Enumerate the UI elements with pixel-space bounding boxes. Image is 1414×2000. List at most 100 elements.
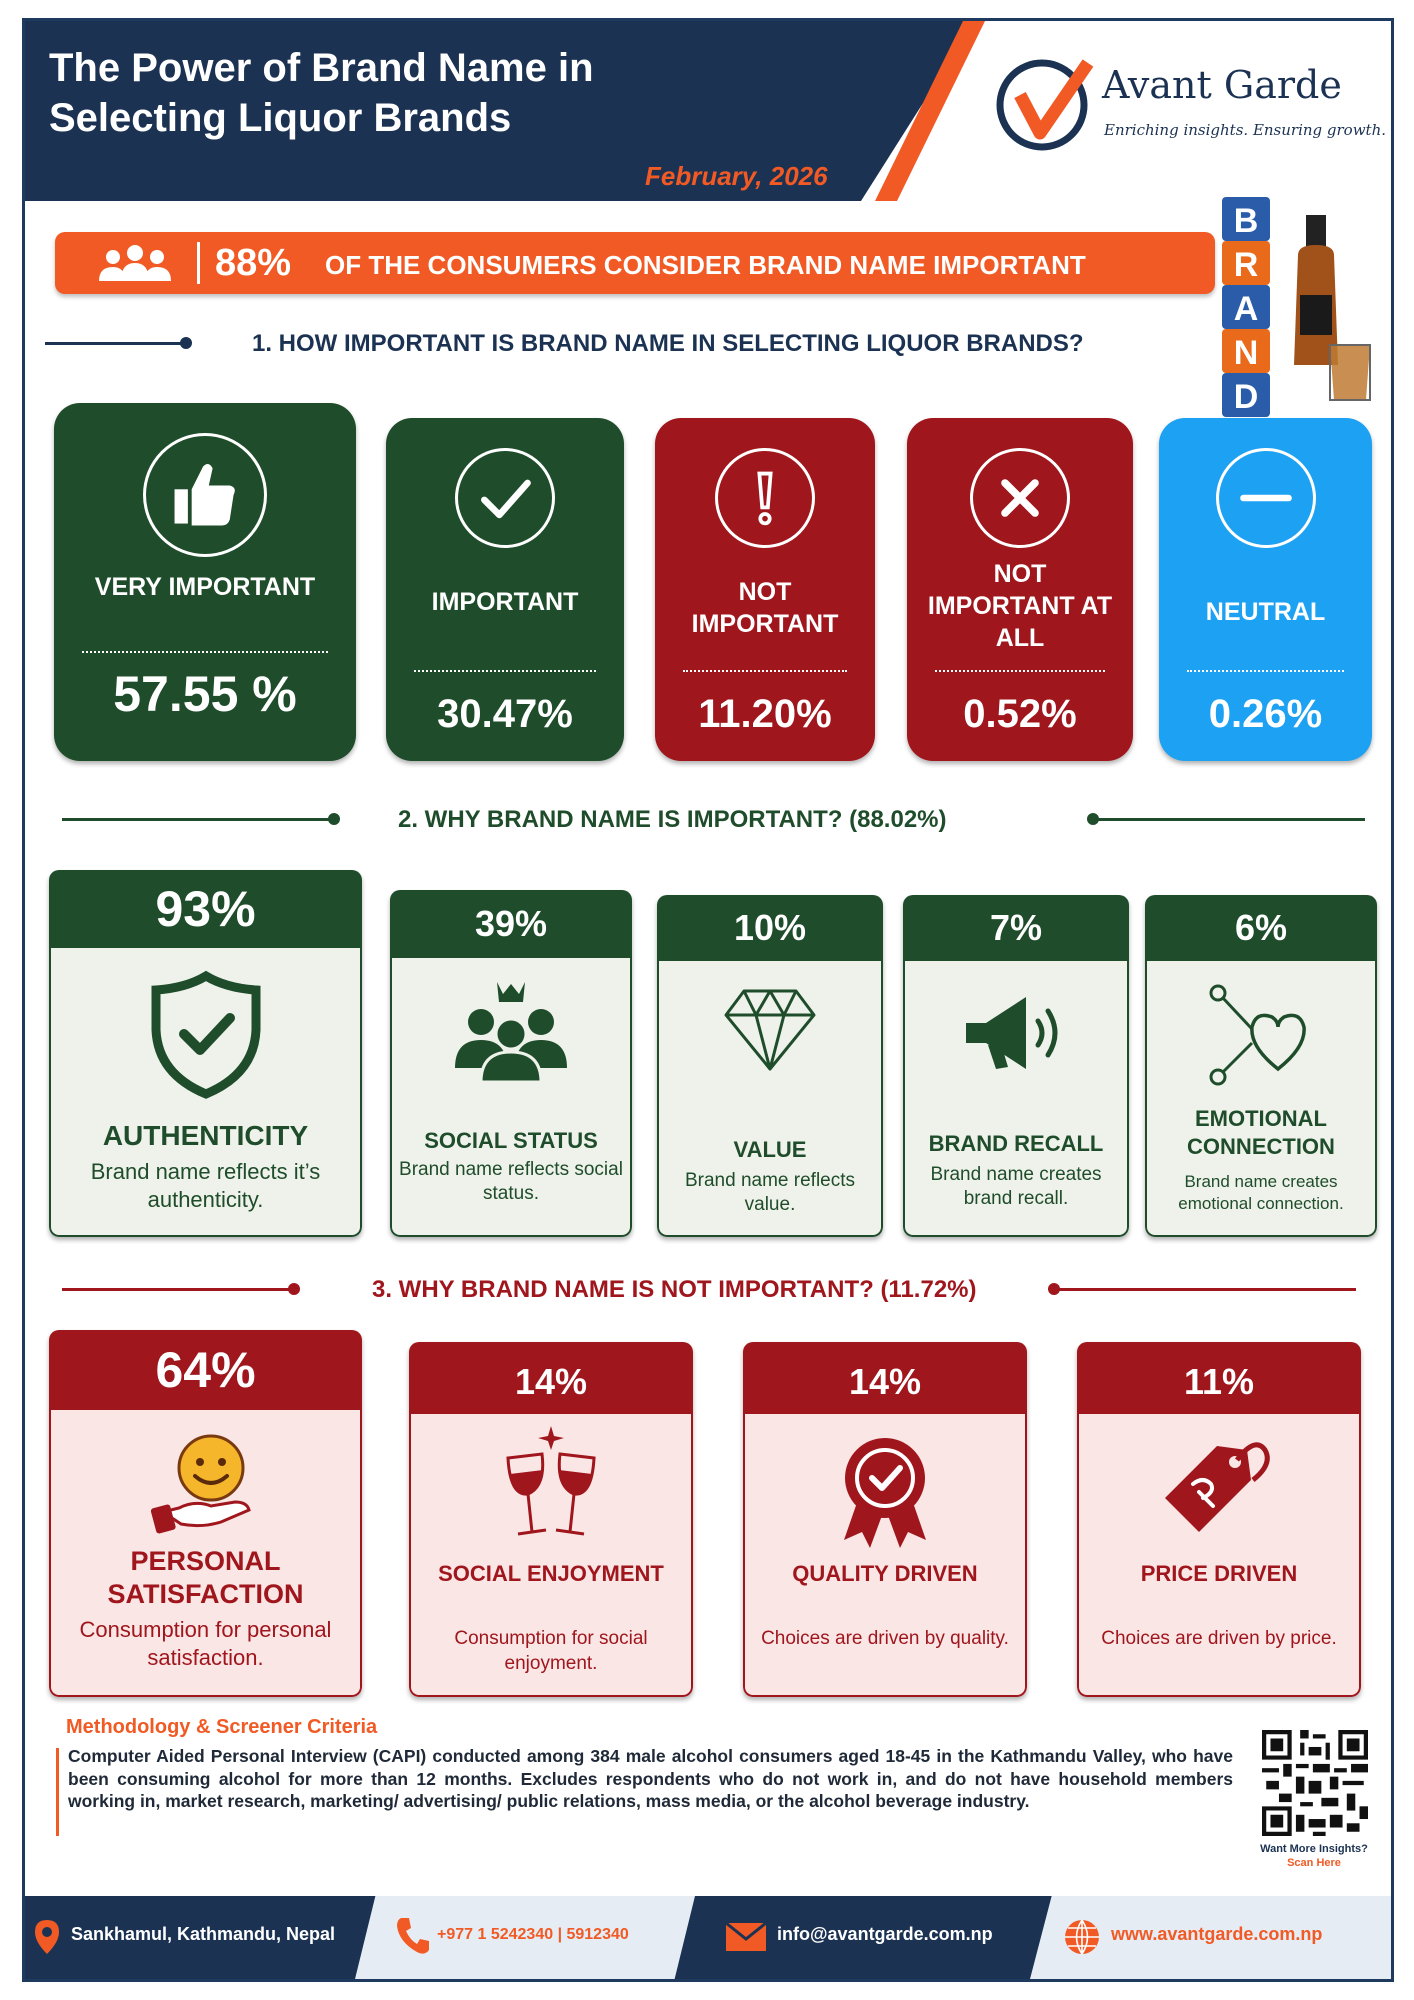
page-title: The Power of Brand Name in Selecting Liq… bbox=[49, 46, 594, 140]
header-background bbox=[25, 21, 975, 201]
reason-description: Brand name reflects social status. bbox=[399, 1159, 623, 1204]
reason-name: QUALITY DRIVEN bbox=[792, 1561, 978, 1586]
rating-divider bbox=[1187, 670, 1344, 672]
thumbs-up-icon bbox=[143, 433, 267, 557]
qr-caption-text: Want More Insights? bbox=[1260, 1843, 1368, 1855]
footer-panel-light bbox=[355, 1896, 695, 1979]
reason-name: SOCIAL ENJOYMENT bbox=[438, 1561, 664, 1586]
footer-email[interactable]: info@avantgarde.com.np bbox=[777, 1924, 993, 1944]
quality-badge-icon bbox=[844, 1438, 926, 1548]
location-pin-icon bbox=[35, 1920, 59, 1954]
section3-line-right bbox=[1056, 1288, 1356, 1291]
banner-text: OF THE CONSUMERS CONSIDER BRAND NAME IMP… bbox=[325, 250, 1086, 280]
phone-icon bbox=[397, 1918, 429, 1954]
reason-description: Brand name reflects value. bbox=[684, 1170, 856, 1215]
qr-cta[interactable]: Scan Here bbox=[1287, 1857, 1341, 1869]
whisky-bottle-icon bbox=[1294, 215, 1371, 401]
reason-name: PERSONAL SATISFACTION bbox=[107, 1546, 304, 1609]
rating-label: NEUTRAL bbox=[1205, 598, 1326, 626]
rating-divider bbox=[683, 670, 847, 672]
rating-label: NOT IMPORTANT AT ALL bbox=[927, 560, 1113, 652]
rating-value: 30.47% bbox=[437, 692, 573, 736]
methodology-heading: Methodology & Screener Criteria bbox=[66, 1716, 378, 1738]
rating-card-not-important: NOT IMPORTANT 11.20% bbox=[655, 418, 875, 761]
megaphone-icon bbox=[966, 997, 1058, 1069]
reason-card-social-enjoyment: 14% SOCIAL ENJOYMENT Consumption for soc… bbox=[409, 1342, 693, 1697]
reason-name: VALUE bbox=[733, 1137, 807, 1162]
reason-card-authenticity: 93% AUTHENTICITY Brand name reflects it’… bbox=[49, 870, 362, 1237]
methodology-accent-bar bbox=[56, 1748, 59, 1836]
price-tag-icon bbox=[1165, 1442, 1270, 1532]
reason-description: Consumption for social enjoyment. bbox=[454, 1628, 648, 1674]
rating-divider bbox=[82, 651, 328, 653]
reason-description: Consumption for personal satisfaction. bbox=[79, 1617, 332, 1670]
brand-block-letter: B bbox=[1234, 202, 1259, 240]
section1-line bbox=[45, 342, 185, 345]
reason-percent: 93% bbox=[49, 870, 362, 948]
report-date: February, 2026 bbox=[645, 161, 828, 191]
people-icon bbox=[99, 245, 171, 281]
rating-label: NOT IMPORTANT bbox=[691, 578, 839, 638]
reason-name: AUTHENTICITY bbox=[102, 1120, 309, 1151]
exclamation-icon bbox=[715, 448, 815, 548]
reason-name: EMOTIONAL CONNECTION bbox=[1187, 1106, 1335, 1159]
section3-dot-left bbox=[288, 1283, 300, 1295]
header: The Power of Brand Name in Selecting Liq… bbox=[25, 21, 1391, 201]
rating-value: 0.52% bbox=[963, 692, 1077, 736]
reason-card-body: SOCIAL ENJOYMENT Consumption for social … bbox=[409, 1414, 693, 1697]
wine-toast-icon bbox=[506, 1426, 596, 1536]
rating-value: 0.26% bbox=[1208, 692, 1323, 736]
reason-name: SOCIAL STATUS bbox=[424, 1128, 598, 1153]
globe-icon bbox=[1065, 1919, 1099, 1955]
smiley-hand-icon bbox=[150, 1434, 251, 1534]
brand-block-letter: D bbox=[1234, 378, 1259, 416]
reason-card-body: SOCIAL STATUS Brand name reflects social… bbox=[390, 958, 632, 1237]
reason-card-body: AUTHENTICITY Brand name reflects it’s au… bbox=[49, 948, 362, 1237]
section2-dot-right bbox=[1087, 813, 1099, 825]
reason-card-body: VALUE Brand name reflects value. bbox=[657, 961, 883, 1237]
reason-percent: 11% bbox=[1077, 1342, 1361, 1414]
reason-card-body: PERSONAL SATISFACTION Consumption for pe… bbox=[49, 1410, 362, 1697]
reason-card-brand-recall: 7% BRAND RECALL Brand name creates brand… bbox=[903, 895, 1129, 1237]
reason-card-social-status: 39% SOCIAL STATUS Brand name reflects so… bbox=[390, 890, 632, 1237]
logo-name: Avant Garde bbox=[1102, 63, 1342, 107]
footer-phone[interactable]: +977 1 5242340 | 5912340 bbox=[437, 1926, 629, 1943]
reason-name: BRAND RECALL bbox=[928, 1131, 1104, 1156]
footer-address: Sankhamul, Kathmandu, Nepal bbox=[71, 1924, 336, 1944]
page-frame bbox=[22, 18, 1394, 1982]
reason-percent: 6% bbox=[1145, 895, 1377, 961]
section2-line-right bbox=[1095, 818, 1365, 821]
key-stat-banner: 88% OF THE CONSUMERS CONSIDER BRAND NAME… bbox=[55, 232, 1215, 294]
rating-card-important: IMPORTANT 30.47% bbox=[386, 418, 624, 761]
rating-label: IMPORTANT bbox=[431, 588, 579, 616]
reason-percent: 14% bbox=[743, 1342, 1027, 1414]
reason-description: Brand name creates brand recall. bbox=[930, 1164, 1102, 1209]
reason-description: Brand name creates emotional connection. bbox=[1178, 1172, 1344, 1213]
section3-heading: 3. WHY BRAND NAME IS NOT IMPORTANT? (11.… bbox=[372, 1276, 977, 1303]
methodology-text: Computer Aided Personal Interview (CAPI)… bbox=[68, 1746, 1233, 1811]
qr-caption: Want More Insights? Scan Here bbox=[1244, 1842, 1384, 1870]
reason-percent: 7% bbox=[903, 895, 1129, 961]
company-logo[interactable]: Avant Garde Enriching insights. Ensuring… bbox=[990, 49, 1390, 169]
reason-card-quality-driven: 14% QUALITY DRIVEN Choices are driven by… bbox=[743, 1342, 1027, 1697]
crowd-crown-icon bbox=[455, 982, 567, 1084]
qr-code[interactable] bbox=[1262, 1730, 1368, 1836]
reason-description: Choices are driven by quality. bbox=[761, 1628, 1009, 1649]
section2-line-left bbox=[62, 818, 332, 821]
footer: Sankhamul, Kathmandu, Nepal +977 1 52423… bbox=[25, 1896, 1391, 1979]
brand-blocks-bottle-illustration: B R A N D bbox=[1222, 197, 1371, 417]
x-icon bbox=[970, 448, 1070, 548]
reason-description: Brand name reflects it’s authenticity. bbox=[90, 1159, 321, 1212]
reason-description: Choices are driven by price. bbox=[1101, 1628, 1337, 1649]
reason-percent: 10% bbox=[657, 895, 883, 961]
section1-dot bbox=[180, 337, 192, 349]
rating-divider bbox=[414, 670, 596, 672]
reason-card-body: PRICE DRIVEN Choices are driven by price… bbox=[1077, 1414, 1361, 1697]
logo-tagline: Enriching insights. Ensuring growth. bbox=[1104, 121, 1387, 139]
section2-heading: 2. WHY BRAND NAME IS IMPORTANT? (88.02%) bbox=[398, 806, 947, 833]
footer-website[interactable]: www.avantgarde.com.np bbox=[1111, 1924, 1323, 1944]
section3-dot-right bbox=[1048, 1283, 1060, 1295]
reason-percent: 39% bbox=[390, 890, 632, 958]
checkmark-icon bbox=[455, 448, 555, 548]
reason-percent: 14% bbox=[409, 1342, 693, 1414]
